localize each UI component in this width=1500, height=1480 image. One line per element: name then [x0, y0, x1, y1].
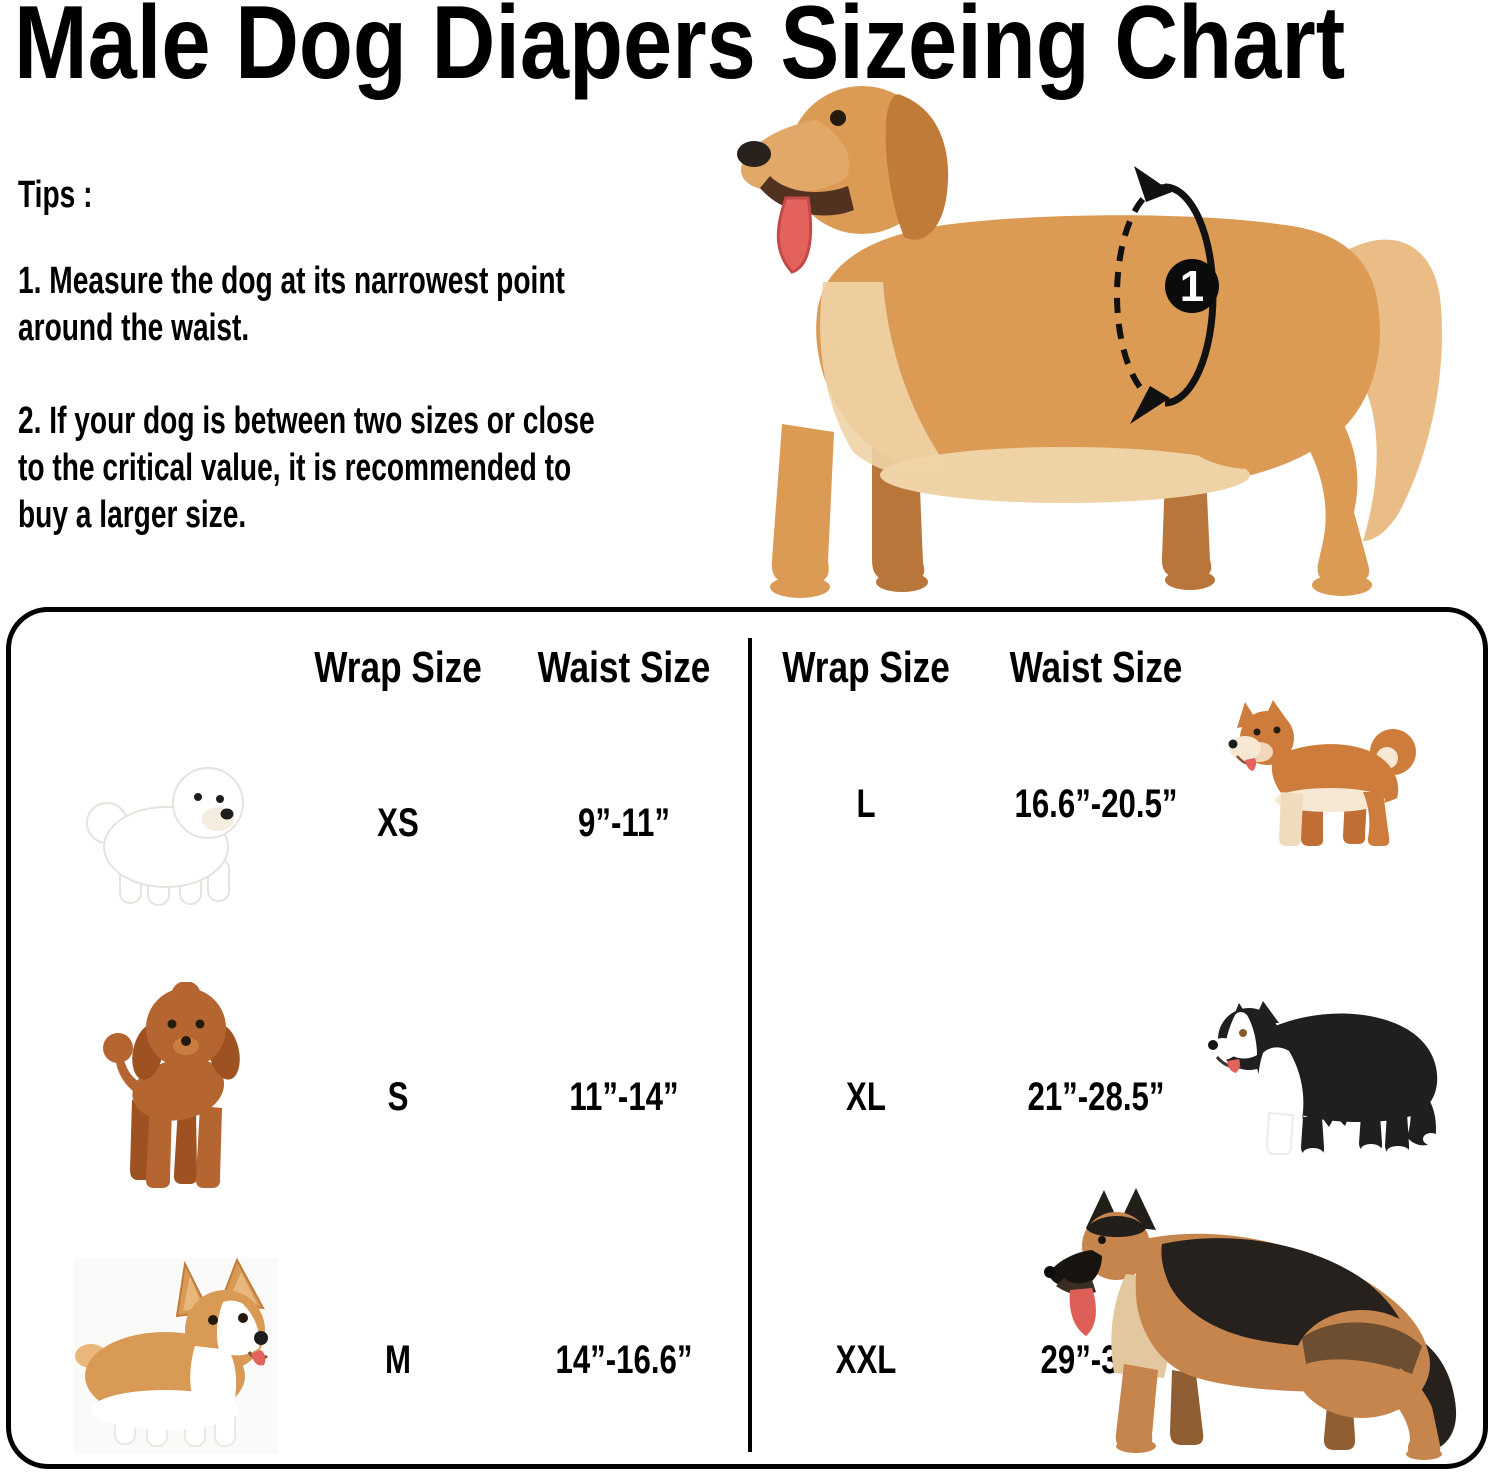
waist-size-value: 9”-11”: [578, 801, 670, 845]
tips-heading: Tips :: [18, 174, 93, 216]
corgi-illustration: [73, 1258, 278, 1454]
step-1-badge: 1: [1165, 259, 1219, 313]
page-title: Male Dog Diapers Sizeing Chart: [14, 0, 1346, 101]
wrap-size-value: S: [387, 1075, 409, 1119]
wrap-size-value: XXL: [835, 1338, 897, 1382]
waist-size-value: 14”-16.6”: [555, 1338, 693, 1382]
waist-size-value: 16.6”-20.5”: [1014, 782, 1178, 826]
wrap-size-value: XL: [846, 1075, 886, 1119]
column-header-wrap-left: Wrap Size: [314, 643, 482, 692]
wrap-size-value: M: [384, 1338, 411, 1382]
shiba-inu-illustration: [1228, 700, 1416, 846]
bichon-frise-illustration: [86, 767, 244, 906]
svg-text:1: 1: [1180, 262, 1204, 311]
toy-poodle-illustration: [103, 982, 240, 1188]
waist-size-value: 21”-28.5”: [1027, 1075, 1165, 1119]
waist-size-value: 11”-14”: [569, 1075, 679, 1119]
column-header-waist-right: Waist Size: [1009, 643, 1183, 692]
column-header-wrap-right: Wrap Size: [782, 643, 950, 692]
wrap-size-value: XS: [377, 801, 419, 845]
border-collie-illustration: [1208, 1001, 1439, 1158]
tip-item-2: 2. If your dog is between two sizes or c…: [18, 400, 595, 536]
golden-retriever-illustration: 1: [737, 86, 1443, 598]
german-shepherd-illustration: [1044, 1188, 1457, 1460]
tip-item-1: 1. Measure the dog at its narrowest poin…: [18, 260, 565, 349]
wrap-size-value: L: [856, 782, 876, 826]
table-divider: [748, 638, 752, 1452]
column-header-waist-left: Waist Size: [537, 643, 711, 692]
